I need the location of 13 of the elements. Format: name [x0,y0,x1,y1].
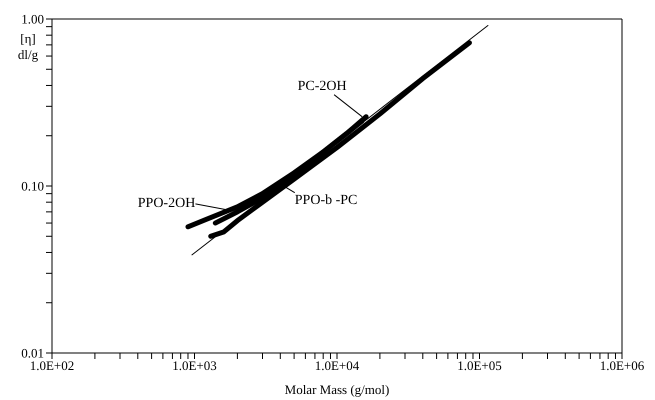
x-tick-label: 1.0E+04 [314,358,360,374]
y-tick-label: 0.01 [21,346,44,361]
x-tick-label: 1.0E+05 [457,358,502,374]
y-axis-title: [η] dl/g [18,31,39,62]
x-axis-title: Molar Mass (g/mol) [284,382,390,397]
annotation: PPO-b -PC [294,192,358,208]
y-tick-label: 1.00 [21,12,44,27]
annotation: PC-2OH [298,78,347,94]
y-tick-label: 0.10 [21,178,44,194]
x-tick-label: 1.0E+03 [172,358,217,374]
x-tick-label: 1.0E+02 [30,358,74,374]
annotation: PPO-2OH [138,196,196,212]
x-tick-label: 1.0E+06 [600,358,645,374]
